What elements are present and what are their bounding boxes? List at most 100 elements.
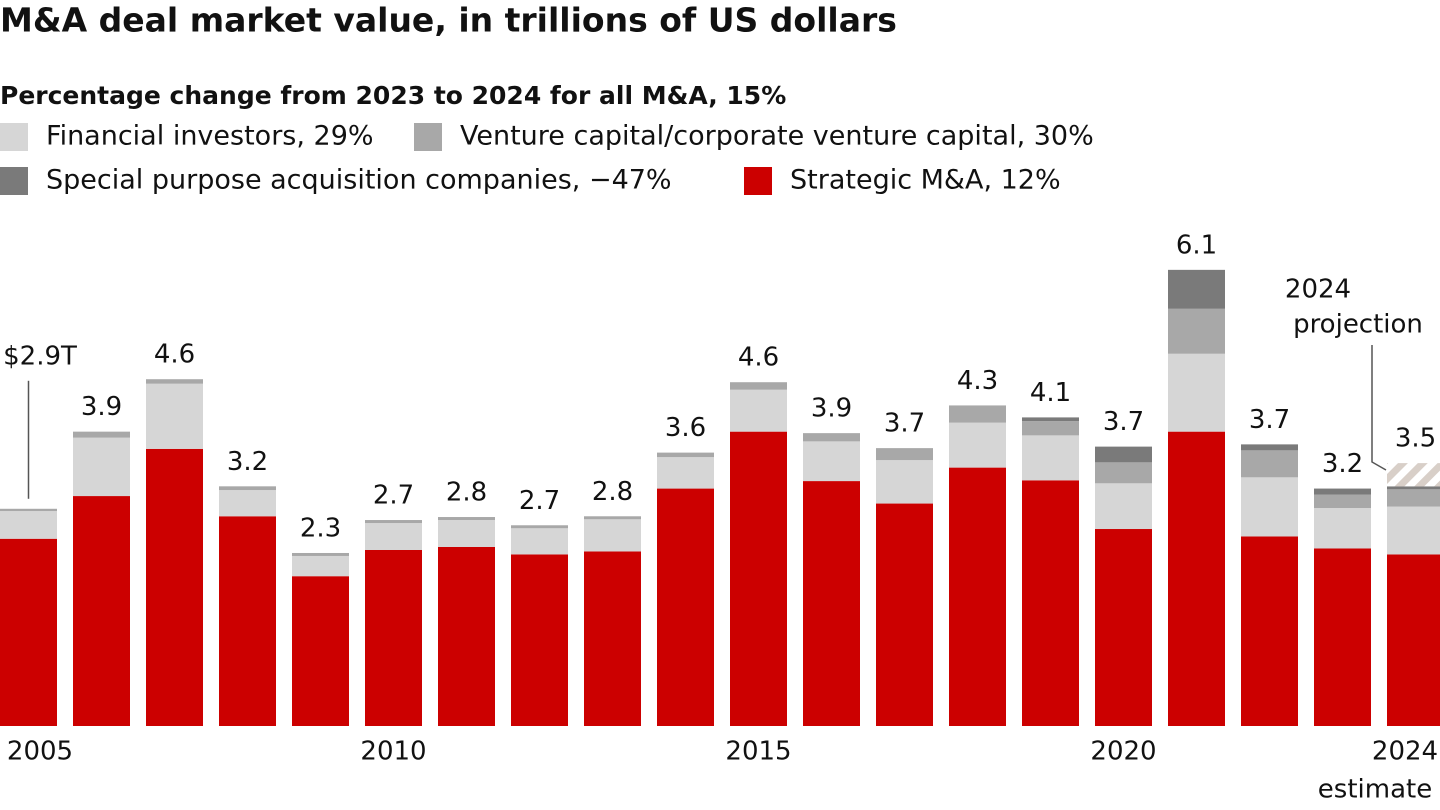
bar-segment — [1241, 444, 1298, 451]
value-label: 4.1 — [1030, 378, 1071, 408]
legend-swatch — [744, 167, 772, 195]
bar-segment — [365, 549, 422, 726]
legend-swatch — [414, 123, 442, 151]
bar-segment — [1095, 446, 1152, 463]
bar-segment — [1387, 489, 1440, 507]
chart-subtitle: Percentage change from 2023 to 2024 for … — [0, 81, 786, 110]
chart-title: M&A deal market value, in trillions of U… — [0, 1, 897, 40]
projection-segment — [1387, 463, 1440, 487]
bar-segment — [0, 511, 57, 539]
bar-segment — [876, 448, 933, 461]
bar-segment — [292, 555, 349, 577]
bar-segment — [876, 460, 933, 504]
bar-segment — [730, 431, 787, 726]
bar-segment — [730, 389, 787, 432]
bar-segment — [146, 448, 203, 726]
bar-segment — [1022, 480, 1079, 726]
value-label: 3.9 — [811, 394, 852, 424]
value-label: $2.9T — [3, 341, 77, 371]
bar-segment — [438, 517, 495, 521]
bar-segment — [219, 486, 276, 491]
bar-segment — [146, 379, 203, 384]
bar-segment — [1168, 353, 1225, 432]
bar-segment — [1095, 483, 1152, 530]
value-label: 2.3 — [300, 513, 341, 543]
value-label: 3.9 — [81, 392, 122, 422]
bar-segment — [1022, 421, 1079, 436]
bar-segment — [0, 508, 57, 512]
bar-segment — [1241, 477, 1298, 537]
bar-segment — [1314, 548, 1371, 726]
bar-segment — [73, 496, 130, 726]
legend-label: Venture capital/corporate venture capita… — [460, 121, 1094, 152]
bar-segment — [1387, 506, 1440, 555]
bar-segment — [803, 441, 860, 482]
bar-segment — [292, 576, 349, 726]
bar-segment — [511, 528, 568, 555]
x-note: estimate — [1318, 775, 1432, 805]
bar-segment — [511, 525, 568, 529]
value-label: 4.6 — [738, 343, 779, 373]
bar-segment — [1387, 486, 1440, 490]
bar-segment — [1241, 536, 1298, 726]
bar-segment — [292, 552, 349, 556]
value-label: 2.7 — [373, 481, 414, 511]
annotation: 2024 — [1285, 275, 1351, 305]
legend-swatch — [0, 167, 28, 195]
value-label: 2.8 — [446, 478, 487, 508]
bar-segment — [584, 551, 641, 726]
bar-segment — [584, 516, 641, 520]
value-label: 3.7 — [1103, 407, 1144, 437]
bar-segment — [1168, 431, 1225, 726]
value-label: 3.5 — [1395, 424, 1436, 454]
bar-segment — [511, 554, 568, 726]
value-label: 3.2 — [227, 447, 268, 477]
bar-segment — [365, 523, 422, 550]
bar-segment — [803, 481, 860, 726]
bar-segment — [949, 422, 1006, 468]
value-label: 3.2 — [1322, 449, 1363, 479]
bar-segment — [1314, 508, 1371, 549]
bar-segment — [1095, 529, 1152, 726]
bar-segment — [657, 488, 714, 726]
x-tick-label: 2015 — [725, 737, 791, 767]
bar-segment — [657, 457, 714, 489]
bar-segment — [365, 520, 422, 524]
bar-segment — [730, 382, 787, 390]
value-label: 3.7 — [1249, 405, 1290, 435]
value-label: 4.6 — [154, 340, 195, 370]
legend-label: Strategic M&A, 12% — [790, 165, 1061, 196]
value-label: 2.8 — [592, 477, 633, 507]
value-label: 6.1 — [1176, 230, 1217, 260]
value-label: 2.7 — [519, 486, 560, 516]
x-tick-label: 2024 — [1372, 737, 1438, 767]
leader-line — [1371, 345, 1387, 471]
bar-segment — [1387, 554, 1440, 726]
bar-segment — [1168, 269, 1225, 309]
bar-segment — [0, 538, 57, 726]
bar-segment — [438, 546, 495, 726]
bar-segment — [1022, 435, 1079, 481]
value-label: 3.7 — [884, 409, 925, 439]
annotation: projection — [1293, 310, 1423, 340]
x-tick-label: 2010 — [360, 737, 426, 767]
bar-segment — [949, 405, 1006, 423]
bar-segment — [584, 519, 641, 552]
bar-segment — [1314, 488, 1371, 495]
bar-segment — [657, 452, 714, 458]
bar-segment — [1314, 494, 1371, 509]
x-tick-label: 2020 — [1090, 737, 1156, 767]
bar-segment — [73, 437, 130, 497]
bar-segment — [1022, 417, 1079, 422]
bar-segment — [146, 383, 203, 449]
bar-segment — [1095, 462, 1152, 484]
bar-segment — [73, 431, 130, 438]
bar-segment — [219, 490, 276, 517]
legend-label: Special purpose acquisition companies, −… — [46, 165, 672, 196]
bar-segment — [1241, 450, 1298, 478]
value-label: 4.3 — [957, 366, 998, 396]
bar-segment — [949, 467, 1006, 726]
legend-label: Financial investors, 29% — [46, 121, 374, 152]
bar-segment — [1168, 308, 1225, 354]
